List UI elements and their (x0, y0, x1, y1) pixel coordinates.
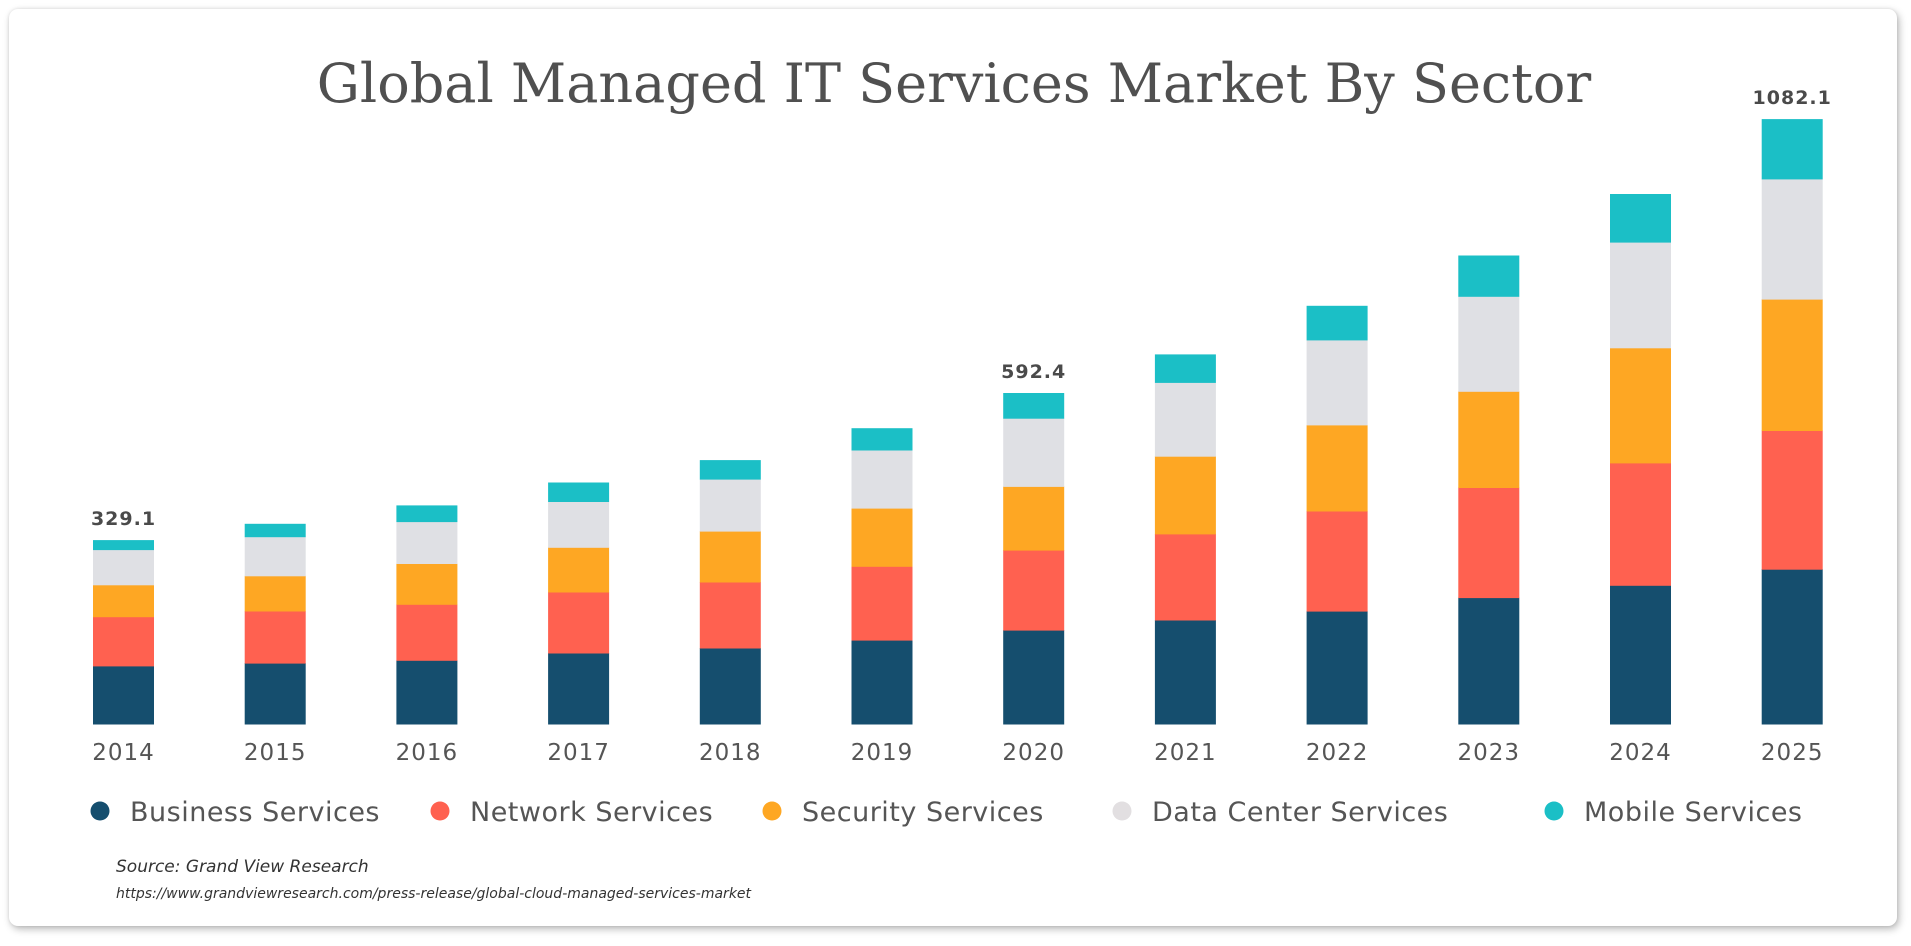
bar-segment-business-services-2025 (1761, 569, 1823, 725)
bar-segment-mobile-services-2014 (93, 540, 154, 551)
bar-segment-mobile-services-2018 (699, 460, 761, 480)
legend-dot-icon (90, 801, 110, 821)
bar-segment-mobile-services-2015 (244, 523, 306, 538)
bar-segment-network-services-2021 (1154, 533, 1216, 621)
bar-segment-mobile-services-2021 (1154, 354, 1216, 383)
bar-segment-network-services-2018 (699, 582, 761, 649)
x-tick-label: 2023 (1458, 740, 1521, 766)
x-tick-label: 2018 (699, 740, 762, 766)
bar-segment-mobile-services-2019 (851, 428, 913, 451)
legend: Business Services Network Services Securit… (90, 797, 1803, 828)
bar-segment-business-services-2016 (396, 660, 458, 725)
x-tick-label: 2019 (851, 740, 914, 766)
bar-segment-mobile-services-2017 (548, 482, 610, 502)
source-url[interactable]: https://www.grandviewresearch.com/press-… (116, 886, 752, 902)
bar-segment-data-center-services-2023 (1458, 296, 1520, 392)
legend-label: Data Center Services (1152, 797, 1448, 828)
bar-segment-security-services-2025 (1761, 299, 1823, 431)
bar-segment-business-services-2021 (1154, 620, 1216, 725)
bar-segment-security-services-2022 (1306, 424, 1368, 512)
legend-dot-icon (762, 801, 782, 821)
bar-segment-data-center-services-2018 (699, 479, 761, 532)
bar-segment-network-services-2017 (548, 592, 610, 654)
bar-segment-business-services-2019 (851, 640, 913, 725)
legend-dot-icon (430, 801, 450, 821)
bar-segment-business-services-2015 (244, 663, 306, 725)
bar-segment-data-center-services-2020 (1003, 418, 1065, 487)
legend-item-business-services: Business Services (90, 797, 380, 828)
x-tick-label: 2017 (547, 740, 610, 766)
bar-segment-mobile-services-2024 (1610, 194, 1671, 243)
source-label: Source: Grand View Research (116, 857, 369, 877)
bar-segment-security-services-2024 (1610, 347, 1671, 464)
bar-segment-mobile-services-2022 (1306, 305, 1368, 341)
bar-segment-network-services-2023 (1458, 487, 1520, 599)
bar-segment-data-center-services-2017 (548, 501, 610, 548)
legend-dot-icon (1112, 801, 1132, 821)
bar-segment-network-services-2020 (1003, 550, 1065, 631)
x-axis-labels: 2014 2015 2016 2017 2018 2019 2020 2021 2022 2023… (92, 740, 1824, 766)
bar-segment-data-center-services-2025 (1761, 178, 1823, 300)
bar-segment-mobile-services-2016 (396, 505, 458, 523)
bar-segment-security-services-2021 (1154, 456, 1216, 535)
x-tick-label: 2022 (1306, 740, 1369, 766)
bar-segment-network-services-2025 (1761, 430, 1823, 570)
bar-segment-security-services-2023 (1458, 391, 1520, 488)
x-tick-label: 2015 (244, 740, 307, 766)
chart-title: Global Managed IT Services Market By Sec… (317, 52, 1592, 115)
bar-segment-security-services-2017 (548, 547, 610, 593)
bar-segment-mobile-services-2025 (1761, 119, 1823, 180)
legend-label: Mobile Services (1584, 797, 1803, 828)
bar-segment-data-center-services-2014 (93, 549, 154, 586)
x-tick-label: 2020 (1002, 740, 1065, 766)
legend-label: Network Services (470, 797, 713, 828)
bar-segment-data-center-services-2021 (1154, 382, 1216, 457)
bar-segment-business-services-2020 (1003, 630, 1065, 725)
bar-segment-network-services-2015 (244, 611, 306, 664)
bar-segment-network-services-2024 (1610, 462, 1671, 586)
legend-label: Security Services (802, 797, 1044, 828)
bar-segment-mobile-services-2020 (1003, 393, 1065, 419)
bar-segment-data-center-services-2016 (396, 521, 458, 564)
bar-segment-business-services-2014 (93, 665, 154, 725)
bar-segment-security-services-2020 (1003, 486, 1065, 551)
bar-segment-business-services-2024 (1610, 585, 1671, 725)
x-tick-label: 2016 (396, 740, 459, 766)
bar-segment-security-services-2019 (851, 508, 913, 567)
total-label-2020: 592.4 (1001, 361, 1066, 383)
x-tick-label: 2024 (1609, 740, 1672, 766)
chart-card (9, 9, 1897, 926)
legend-item-security-services: Security Services (762, 797, 1044, 828)
bar-segment-business-services-2018 (699, 648, 761, 725)
bar-segment-business-services-2022 (1306, 611, 1368, 725)
bar-segment-security-services-2015 (244, 575, 306, 612)
legend-item-data-center-services: Data Center Services (1112, 797, 1448, 828)
legend-item-mobile-services: Mobile Services (1544, 797, 1803, 828)
legend-dot-icon (1544, 801, 1564, 821)
total-label-2025: 1082.1 (1753, 87, 1832, 109)
x-tick-label: 2021 (1154, 740, 1217, 766)
bar-segment-data-center-services-2024 (1610, 242, 1671, 349)
bar-segment-data-center-services-2022 (1306, 339, 1368, 426)
bar-segment-network-services-2019 (851, 566, 913, 641)
bars-group (93, 119, 1823, 725)
bar-segment-business-services-2017 (548, 653, 610, 725)
bar-segment-security-services-2016 (396, 563, 458, 605)
x-tick-label: 2025 (1761, 740, 1824, 766)
x-tick-label: 2014 (92, 740, 155, 766)
bar-segment-mobile-services-2023 (1458, 255, 1520, 297)
bar-segment-data-center-services-2019 (851, 450, 913, 509)
bar-segment-business-services-2023 (1458, 597, 1520, 725)
bar-segment-network-services-2016 (396, 604, 458, 661)
bar-segment-security-services-2018 (699, 531, 761, 583)
bar-segment-network-services-2022 (1306, 511, 1368, 612)
total-labels: 329.1 592.4 1082.1 (91, 87, 1832, 530)
bar-segment-network-services-2014 (93, 616, 154, 667)
bar-segment-security-services-2014 (93, 584, 154, 618)
total-label-2014: 329.1 (91, 508, 156, 530)
legend-item-network-services: Network Services (430, 797, 713, 828)
legend-label: Business Services (130, 797, 380, 828)
bar-segment-data-center-services-2015 (244, 536, 306, 577)
